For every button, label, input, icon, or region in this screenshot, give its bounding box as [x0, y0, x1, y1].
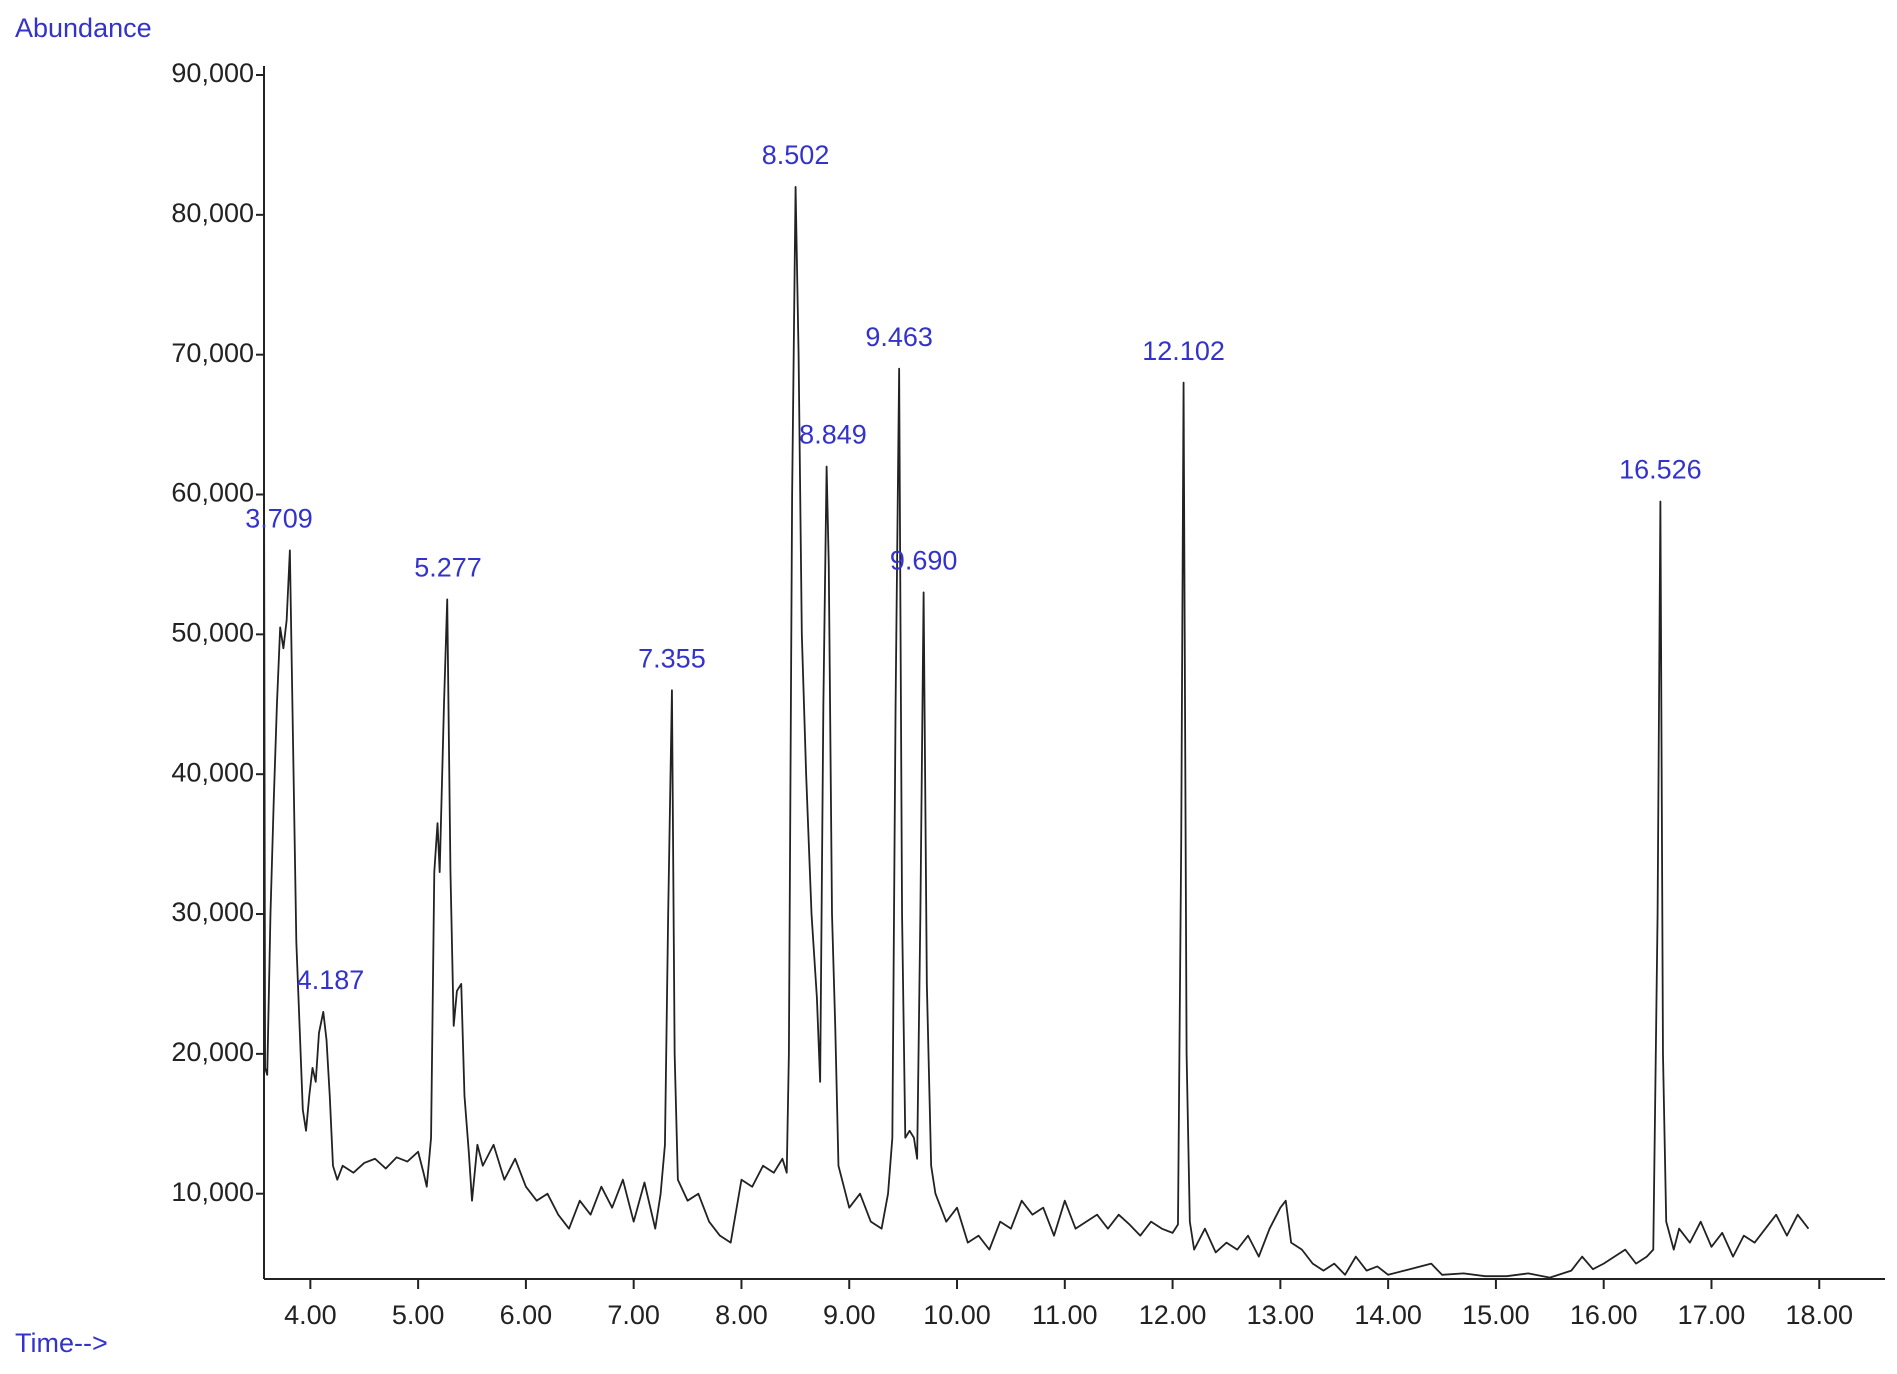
y-tick-label: 50,000 — [171, 617, 254, 647]
peak-label: 7.355 — [638, 643, 706, 673]
peak-label: 12.102 — [1142, 336, 1225, 366]
peak-label: 3.709 — [245, 504, 313, 534]
peak-label: 4.187 — [297, 965, 365, 995]
x-tick-label: 6.00 — [500, 1300, 553, 1330]
x-tick-label: 14.00 — [1354, 1300, 1422, 1330]
y-axis-label: Abundance — [15, 13, 152, 43]
x-tick-label: 12.00 — [1139, 1300, 1207, 1330]
y-tick-label: 90,000 — [171, 58, 254, 88]
y-tick-label: 10,000 — [171, 1177, 254, 1207]
x-tick-label: 10.00 — [923, 1300, 991, 1330]
peak-label: 8.502 — [762, 140, 830, 170]
x-axis-label: Time--> — [15, 1328, 108, 1358]
trace-line — [263, 185, 1810, 1279]
x-tick-label: 7.00 — [607, 1300, 660, 1330]
peak-label: 5.277 — [414, 553, 482, 583]
x-tick-label: 13.00 — [1247, 1300, 1315, 1330]
x-tick-label: 9.00 — [823, 1300, 876, 1330]
y-tick-label: 60,000 — [171, 478, 254, 508]
y-tick-label: 80,000 — [171, 198, 254, 228]
x-tick-label: 4.00 — [284, 1300, 337, 1330]
y-tick-label: 20,000 — [171, 1037, 254, 1067]
x-tick-label: 5.00 — [392, 1300, 445, 1330]
x-tick-label: 11.00 — [1032, 1300, 1098, 1330]
x-tick-label: 8.00 — [715, 1300, 768, 1330]
y-tick-label: 40,000 — [171, 757, 254, 787]
peak-label: 16.526 — [1619, 455, 1702, 485]
y-tick-label: 30,000 — [171, 897, 254, 927]
x-tick-label: 15.00 — [1462, 1300, 1530, 1330]
x-tick-label: 16.00 — [1570, 1300, 1638, 1330]
peak-label: 9.690 — [890, 546, 958, 576]
x-tick-label: 17.00 — [1678, 1300, 1746, 1330]
peak-label: 9.463 — [865, 322, 933, 352]
peak-label: 8.849 — [799, 420, 867, 450]
x-tick-label: 18.00 — [1785, 1300, 1853, 1330]
y-tick-label: 70,000 — [171, 338, 254, 368]
